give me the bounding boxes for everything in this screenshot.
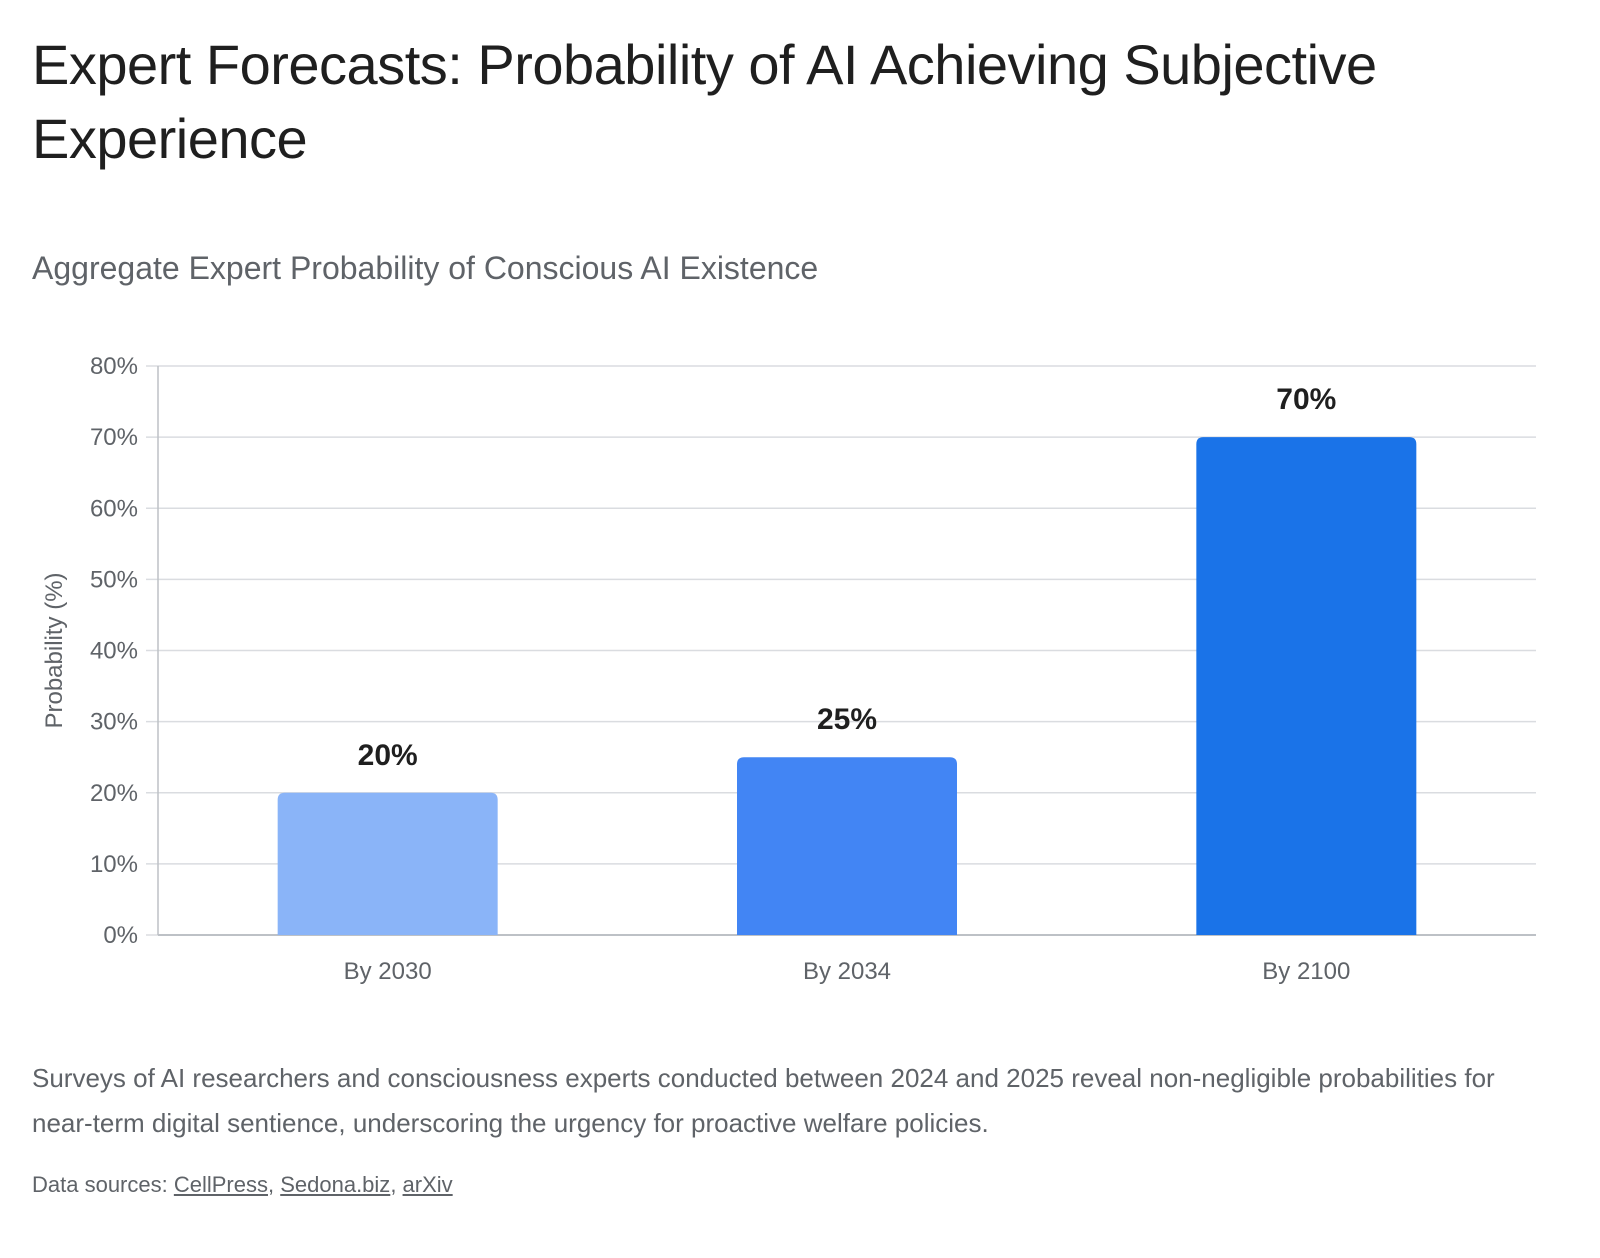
x-tick-label: By 2034: [803, 958, 891, 985]
sources-prefix: Data sources:: [32, 1172, 174, 1197]
data-label: 20%: [358, 739, 418, 772]
bar-by-2030: [277, 792, 498, 935]
source-link-sedona[interactable]: Sedona.biz: [280, 1172, 391, 1197]
sources-separator: ,: [267, 1172, 281, 1197]
source-link-cellpress[interactable]: CellPress: [173, 1172, 268, 1197]
sources-separator: ,: [390, 1172, 403, 1197]
y-tick-label: 40%: [90, 638, 138, 665]
y-tick-label: 10%: [90, 851, 138, 878]
data-label: 25%: [817, 703, 877, 736]
bar-chart: 0% 10% 20% 30% 40% 50% 60% 70% 80% Probability (%…: [41, 353, 1536, 985]
y-tick-label: 60%: [90, 495, 138, 522]
data-sources: Data sources: CellPress, Sedona.biz, arX…: [32, 1168, 453, 1202]
x-tick-label: By 2100: [1262, 958, 1350, 985]
y-tick-label: 0%: [103, 922, 138, 949]
chart-caption: Surveys of AI researchers and consciousn…: [32, 1063, 1495, 1138]
y-tick-label: 50%: [90, 566, 138, 593]
bar-by-2100: [1196, 437, 1417, 935]
y-tick-label: 20%: [90, 780, 138, 807]
x-tick-label: By 2030: [344, 958, 432, 985]
y-axis-label: Probability (%): [41, 572, 68, 728]
page-title: Expert Forecasts: Probability of AI Achi…: [32, 33, 1377, 170]
bar-by-2034: [737, 757, 957, 935]
chart-subtitle: Aggregate Expert Probability of Consciou…: [32, 250, 819, 286]
data-label: 70%: [1276, 383, 1336, 416]
y-tick-label: 30%: [90, 709, 138, 736]
y-tick-label: 70%: [90, 424, 138, 451]
y-tick-label: 80%: [90, 353, 138, 380]
source-link-arxiv[interactable]: arXiv: [402, 1172, 453, 1197]
